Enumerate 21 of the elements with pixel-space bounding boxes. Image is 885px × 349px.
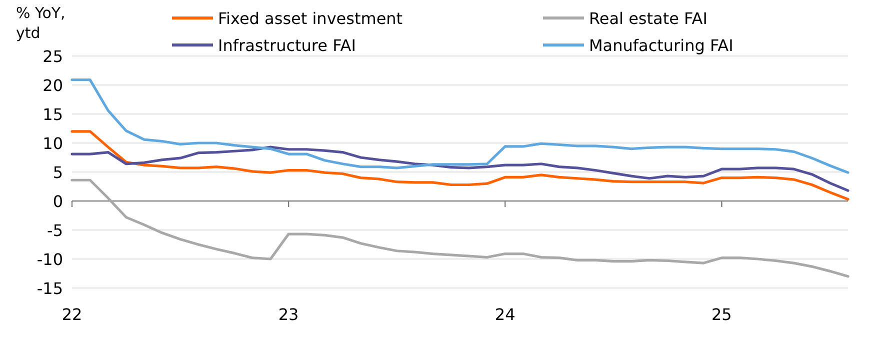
y-tick-label: 5 (52, 163, 63, 182)
legend-label: Fixed asset investment (218, 9, 403, 28)
y-tick-label: 10 (42, 134, 63, 153)
y-tick-label: -10 (36, 250, 63, 269)
line-series (70, 78, 850, 174)
x-tick-label: 25 (711, 305, 732, 324)
x-tick-label: 23 (278, 305, 299, 324)
x-tick-label: 24 (494, 305, 516, 324)
line-series (70, 178, 850, 278)
x-tick-label: 22 (62, 305, 82, 324)
legend-label: Infrastructure FAI (218, 36, 356, 55)
line-series (70, 146, 850, 192)
y-tick-label: 15 (42, 105, 63, 124)
y-tick-label: 25 (42, 47, 63, 66)
y-tick-label: 0 (52, 192, 63, 211)
y-axis-title: % YoY, ytd (16, 4, 66, 42)
legend-label: Real estate FAI (589, 9, 708, 28)
y-tick-label: -15 (36, 279, 63, 298)
y-tick-label: 20 (42, 76, 63, 95)
y-tick-label: -5 (47, 221, 63, 240)
legend-label: Manufacturing FAI (589, 36, 734, 55)
